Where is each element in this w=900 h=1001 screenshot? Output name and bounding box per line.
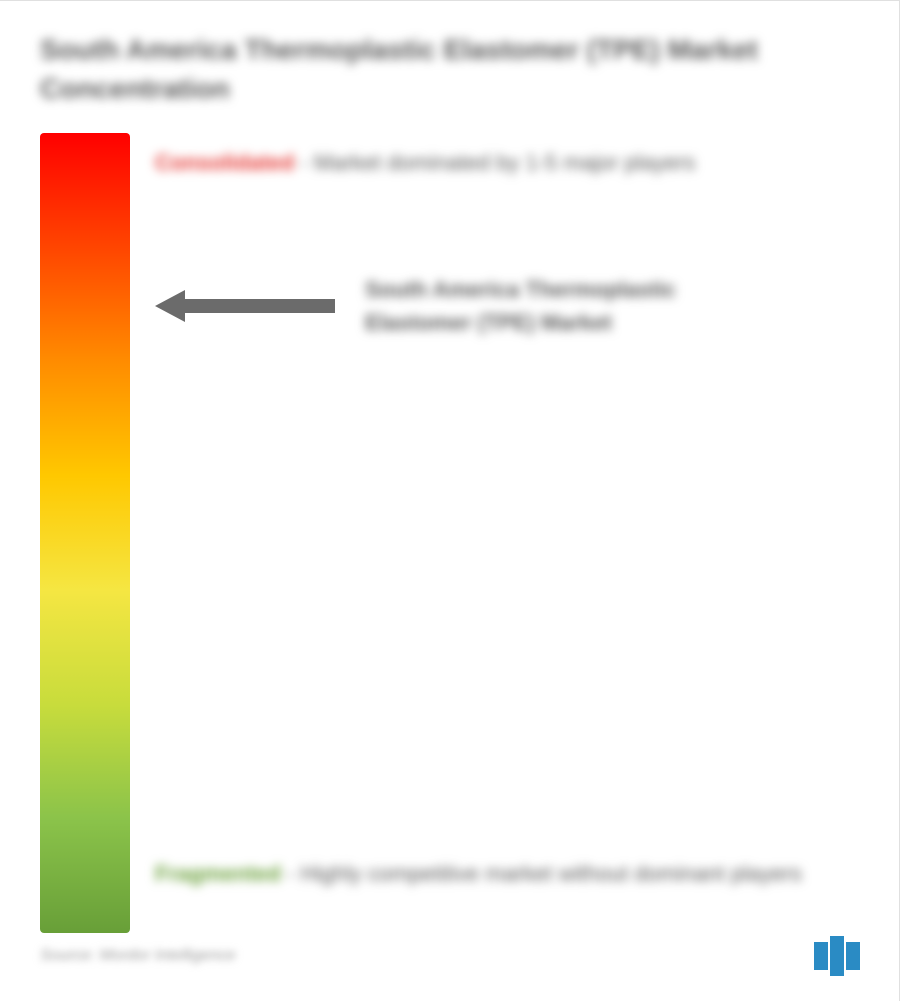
border-top — [0, 0, 900, 1]
fragmented-label: Fragmented - Highly competitive market w… — [155, 854, 860, 894]
text-column: Consolidated - Market dominated by 1-5 m… — [155, 133, 860, 933]
consolidated-term: Consolidated — [155, 150, 294, 175]
source-text: Source: Mordor Intelligence — [40, 947, 236, 965]
market-label: South America Thermoplastic Elastomer (T… — [365, 273, 745, 339]
concentration-gradient-bar — [40, 133, 130, 933]
fragmented-description: - Highly competitive market without domi… — [287, 861, 802, 886]
chart-title: South America Thermoplastic Elastomer (T… — [40, 30, 860, 108]
footer: Source: Mordor Intelligence — [40, 936, 860, 976]
fragmented-term: Fragmented — [155, 861, 281, 886]
consolidated-description: - Market dominated by 1-5 major players — [300, 150, 695, 175]
market-pointer-group: South America Thermoplastic Elastomer (T… — [155, 273, 745, 339]
content-area: Consolidated - Market dominated by 1-5 m… — [40, 133, 860, 933]
arrow-left-icon — [155, 288, 335, 324]
consolidated-label: Consolidated - Market dominated by 1-5 m… — [155, 143, 860, 183]
brand-logo — [814, 936, 860, 976]
infographic-container: South America Thermoplastic Elastomer (T… — [0, 0, 900, 1001]
